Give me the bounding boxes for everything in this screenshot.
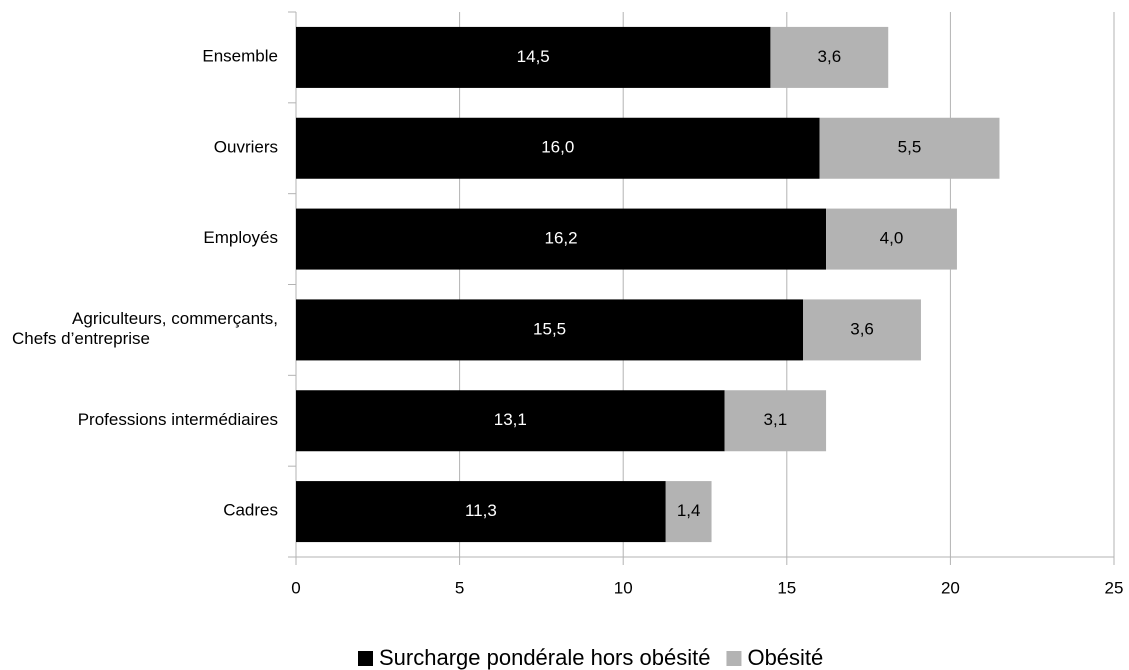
- bar-segment: [819, 117, 1000, 179]
- y-tick-label: Cadres: [223, 501, 278, 520]
- x-tick-label: 5: [455, 578, 464, 597]
- bar-segment: [296, 117, 820, 179]
- bar-segment: [770, 26, 889, 88]
- data-label: 4,0: [880, 229, 904, 248]
- y-tick-label: Ensemble: [202, 47, 278, 66]
- legend-swatch: [726, 651, 742, 666]
- y-tick-label: Employés: [203, 229, 278, 248]
- y-tick-label: Agriculteurs, commerçants, Chefs d’entrep…: [12, 309, 278, 348]
- x-tick-label: 15: [777, 578, 796, 597]
- x-tick-label: 0: [291, 578, 300, 597]
- x-tick-label: 25: [1105, 578, 1124, 597]
- bar-segment: [296, 481, 666, 543]
- legend-label: Obésité: [747, 645, 823, 670]
- data-label: 15,5: [533, 319, 566, 338]
- y-tick-label: Professions intermédiaires: [78, 410, 278, 429]
- data-label: 11,3: [465, 501, 497, 520]
- legend-label: Surcharge pondérale hors obésité: [379, 645, 710, 670]
- data-label: 14,5: [517, 47, 550, 66]
- data-label: 16,0: [541, 138, 574, 157]
- bar-segment: [296, 208, 827, 270]
- legend-swatch: [358, 651, 373, 666]
- x-tick-label: 20: [941, 578, 960, 597]
- bar-segment: [296, 390, 725, 452]
- y-tick-label: Ouvriers: [214, 138, 278, 157]
- bar-segment: [665, 481, 712, 543]
- data-label: 5,5: [898, 138, 922, 157]
- data-label: 3,6: [850, 319, 874, 338]
- bar-segment: [296, 26, 771, 88]
- bar-segment: [803, 299, 921, 361]
- data-label: 13,1: [494, 410, 527, 429]
- data-label: 16,2: [544, 229, 577, 248]
- bar-segment: [724, 390, 827, 452]
- data-label: 3,1: [764, 410, 788, 429]
- bar-segment: [826, 208, 957, 270]
- bar-segment: [296, 299, 804, 361]
- data-label: 1,4: [677, 501, 701, 520]
- data-label: 3,6: [818, 47, 842, 66]
- x-tick-label: 10: [614, 578, 633, 597]
